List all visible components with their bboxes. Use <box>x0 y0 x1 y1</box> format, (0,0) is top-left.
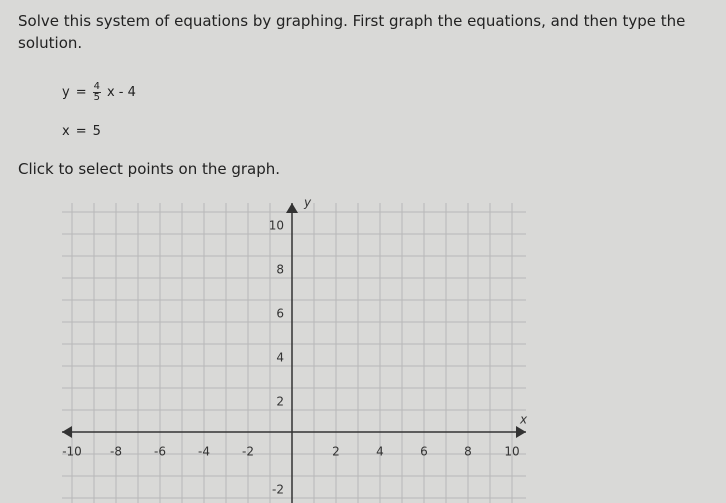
y-tick-label: 8 <box>276 263 284 277</box>
eq-rest: x - 4 <box>106 85 136 100</box>
arrow <box>516 426 526 438</box>
x-tick-label: 4 <box>376 445 384 459</box>
eq-rest: 5 <box>92 124 101 139</box>
eq-lhs: y <box>62 85 70 100</box>
eq-sign: = <box>75 85 87 100</box>
y-tick-label: -2 <box>272 483 284 497</box>
x-tick-label: 2 <box>332 445 340 459</box>
y-tick-label: 2 <box>276 395 284 409</box>
x-tick-label: 10 <box>504 445 519 459</box>
x-tick-label: -4 <box>198 445 210 459</box>
instruction: Click to select points on the graph. <box>18 160 281 178</box>
y-tick-label: 10 <box>269 219 284 233</box>
denominator: 5 <box>93 92 100 103</box>
y-tick-label: 4 <box>276 351 284 365</box>
x-tick-label: 8 <box>464 445 472 459</box>
axis-label: y <box>303 196 312 210</box>
x-tick-label: -6 <box>154 445 166 459</box>
prompt: Solve this system of equations by graphi… <box>18 12 686 52</box>
eq-sign: = <box>75 124 87 139</box>
numerator: 4 <box>92 81 101 93</box>
x-tick-label: 6 <box>420 445 428 459</box>
equation: x = 5 <box>62 124 101 139</box>
x-tick-label: -2 <box>242 445 254 459</box>
equation: y = 4 5 x - 4 <box>62 82 136 103</box>
x-tick-label: -10 <box>62 445 82 459</box>
arrow <box>286 203 298 213</box>
eq-lhs: x <box>62 124 70 139</box>
fraction: 4 5 <box>92 81 101 103</box>
axis-label: x <box>519 413 528 427</box>
x-tick-label: -8 <box>110 445 122 459</box>
y-tick-label: 6 <box>276 307 284 321</box>
arrow <box>62 426 72 438</box>
